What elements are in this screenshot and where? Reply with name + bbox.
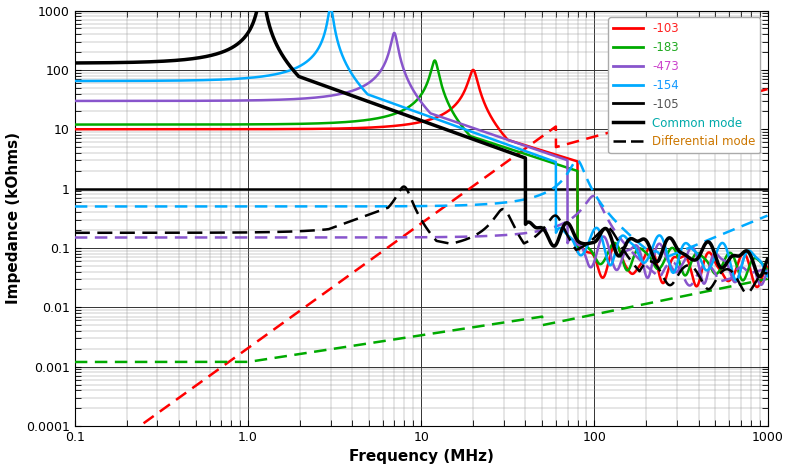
Legend: -103, -183, -473, -154, -105, Common mode, Differential mode: -103, -183, -473, -154, -105, Common mod…	[608, 17, 761, 153]
Y-axis label: Impedance (kOhms): Impedance (kOhms)	[6, 132, 21, 304]
X-axis label: Frequency (MHz): Frequency (MHz)	[349, 449, 494, 464]
